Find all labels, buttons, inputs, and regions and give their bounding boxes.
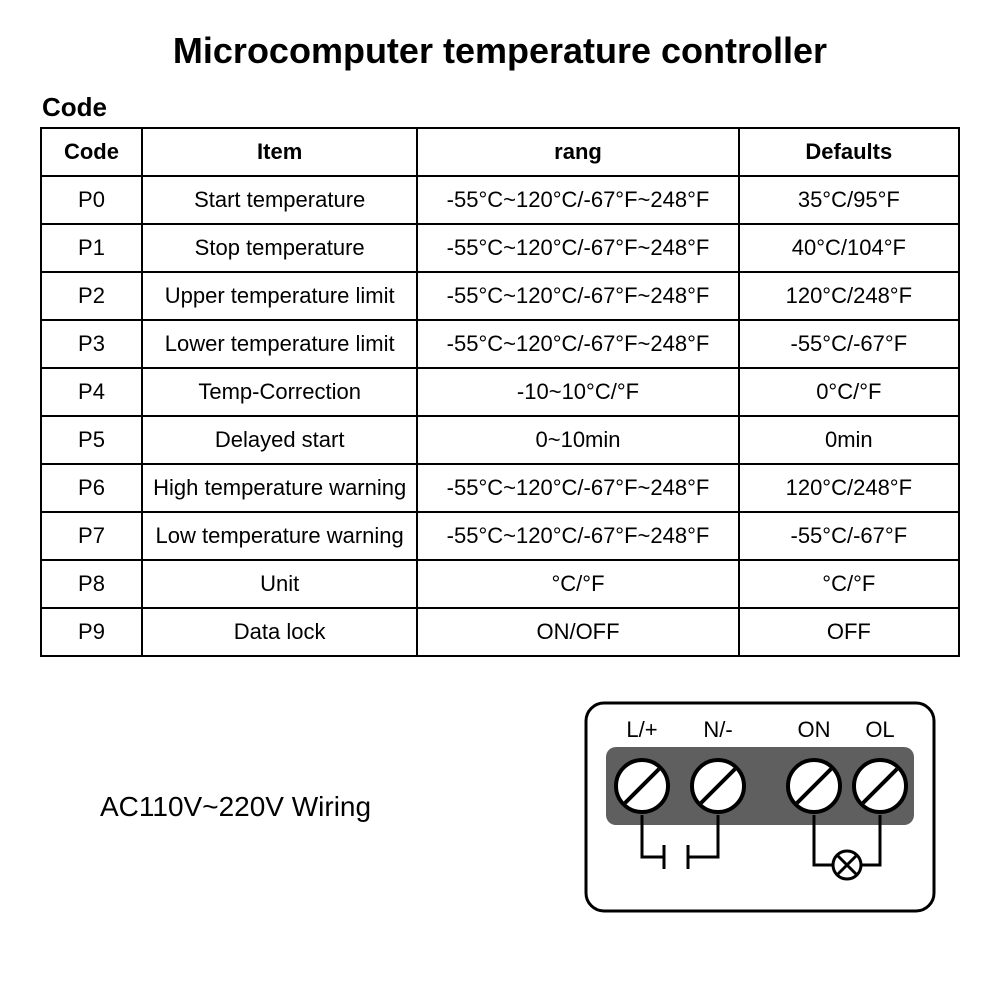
- table-cell: 35°C/95°F: [739, 176, 959, 224]
- table-cell: Upper temperature limit: [142, 272, 417, 320]
- table-cell: P1: [41, 224, 142, 272]
- wiring-label: AC110V~220V Wiring: [100, 791, 371, 823]
- terminal-icon: [616, 760, 668, 812]
- table-cell: P9: [41, 608, 142, 656]
- table-cell: P6: [41, 464, 142, 512]
- table-cell: Lower temperature limit: [142, 320, 417, 368]
- table-cell: -55°C~120°C/-67°F~248°F: [417, 176, 738, 224]
- table-row: P2Upper temperature limit-55°C~120°C/-67…: [41, 272, 959, 320]
- table-cell: 0min: [739, 416, 959, 464]
- table-cell: °C/°F: [417, 560, 738, 608]
- col-header: Defaults: [739, 128, 959, 176]
- page-title: Microcomputer temperature controller: [40, 30, 960, 72]
- table-cell: P2: [41, 272, 142, 320]
- col-header: rang: [417, 128, 738, 176]
- table-row: P8Unit°C/°F°C/°F: [41, 560, 959, 608]
- table-cell: -55°C~120°C/-67°F~248°F: [417, 512, 738, 560]
- table-cell: -55°C~120°C/-67°F~248°F: [417, 464, 738, 512]
- table-cell: Delayed start: [142, 416, 417, 464]
- table-cell: ON/OFF: [417, 608, 738, 656]
- terminal-label: ON: [798, 717, 831, 742]
- table-cell: 0~10min: [417, 416, 738, 464]
- table-header-row: Code Item rang Defaults: [41, 128, 959, 176]
- table-cell: 0°C/°F: [739, 368, 959, 416]
- table-cell: Start temperature: [142, 176, 417, 224]
- table-row: P7Low temperature warning-55°C~120°C/-67…: [41, 512, 959, 560]
- table-row: P5Delayed start0~10min0min: [41, 416, 959, 464]
- table-cell: -55°C~120°C/-67°F~248°F: [417, 320, 738, 368]
- table-cell: P8: [41, 560, 142, 608]
- table-cell: Stop temperature: [142, 224, 417, 272]
- table-cell: OFF: [739, 608, 959, 656]
- table-cell: Unit: [142, 560, 417, 608]
- wiring-diagram: L/+ N/- ON OL: [580, 697, 940, 917]
- col-header: Item: [142, 128, 417, 176]
- terminal-label: N/-: [703, 717, 732, 742]
- table-cell: P4: [41, 368, 142, 416]
- table-row: P6High temperature warning-55°C~120°C/-6…: [41, 464, 959, 512]
- table-cell: Low temperature warning: [142, 512, 417, 560]
- section-label-code: Code: [42, 92, 960, 123]
- terminal-icon: [788, 760, 840, 812]
- table-cell: -55°C/-67°F: [739, 320, 959, 368]
- table-cell: Data lock: [142, 608, 417, 656]
- table-row: P3Lower temperature limit-55°C~120°C/-67…: [41, 320, 959, 368]
- table-cell: 40°C/104°F: [739, 224, 959, 272]
- col-header: Code: [41, 128, 142, 176]
- table-cell: P7: [41, 512, 142, 560]
- terminal-icon: [692, 760, 744, 812]
- table-cell: 120°C/248°F: [739, 272, 959, 320]
- terminal-label: OL: [865, 717, 894, 742]
- table-cell: -55°C~120°C/-67°F~248°F: [417, 272, 738, 320]
- table-row: P1Stop temperature-55°C~120°C/-67°F~248°…: [41, 224, 959, 272]
- terminal-icon: [854, 760, 906, 812]
- table-cell: High temperature warning: [142, 464, 417, 512]
- table-row: P4Temp-Correction-10~10°C/°F0°C/°F: [41, 368, 959, 416]
- table-cell: °C/°F: [739, 560, 959, 608]
- table-cell: P3: [41, 320, 142, 368]
- table-cell: -10~10°C/°F: [417, 368, 738, 416]
- table-cell: Temp-Correction: [142, 368, 417, 416]
- table-row: P9Data lockON/OFFOFF: [41, 608, 959, 656]
- code-table: Code Item rang Defaults P0Start temperat…: [40, 127, 960, 657]
- table-cell: P0: [41, 176, 142, 224]
- table-cell: -55°C/-67°F: [739, 512, 959, 560]
- table-row: P0Start temperature-55°C~120°C/-67°F~248…: [41, 176, 959, 224]
- table-cell: -55°C~120°C/-67°F~248°F: [417, 224, 738, 272]
- table-cell: P5: [41, 416, 142, 464]
- terminal-label: L/+: [626, 717, 657, 742]
- table-cell: 120°C/248°F: [739, 464, 959, 512]
